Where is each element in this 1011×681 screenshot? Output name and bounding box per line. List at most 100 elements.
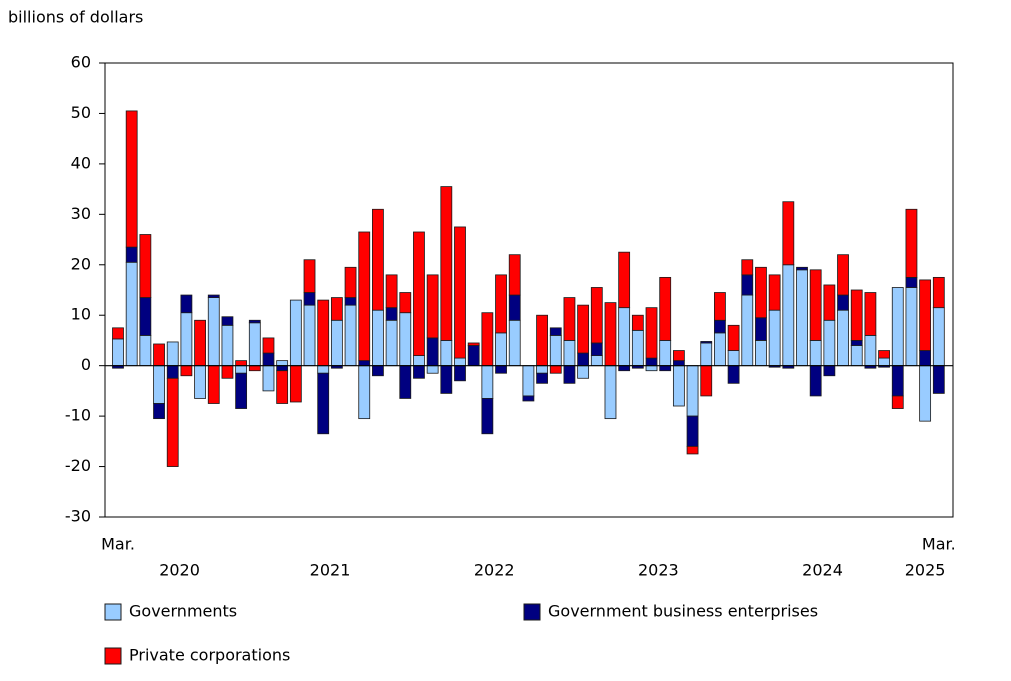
x-tick-label: Mar. (922, 535, 956, 554)
bar-segment (372, 365, 384, 377)
bar-segment (262, 337, 275, 354)
bar-segment (139, 234, 152, 298)
bar-segment (864, 292, 877, 336)
bar-segment (618, 307, 631, 367)
bar-segment (495, 365, 507, 374)
bar-segment (467, 345, 480, 367)
bar-segment (522, 365, 535, 397)
bar-segment (672, 365, 685, 407)
bar-segment (385, 274, 398, 309)
bar-segment (741, 294, 754, 367)
bar-segment (180, 294, 193, 314)
bar-segment (631, 314, 644, 331)
bar-segment (166, 377, 179, 467)
bar-segment (714, 319, 726, 334)
bar-segment (413, 365, 425, 379)
bar-segment (563, 340, 576, 367)
bar-segment (618, 365, 631, 372)
bar-segment (153, 365, 165, 404)
bar-segment (495, 332, 507, 367)
bar-segment (440, 186, 453, 341)
bar-segment (112, 327, 124, 340)
bar-segment (645, 307, 658, 359)
bar-segment (481, 398, 494, 435)
bar-segment (823, 284, 836, 321)
bar-segment (604, 365, 617, 420)
bar-segment (727, 324, 740, 351)
y-axis-label: billions of dollars (8, 8, 143, 27)
bar-segment (125, 246, 138, 263)
bar-segment (454, 357, 466, 367)
bar-segment (262, 365, 275, 392)
bar-segment (426, 365, 439, 374)
x-year-label: 2025 (905, 561, 946, 580)
bar-segment (522, 395, 535, 402)
bar-segment (768, 309, 781, 367)
bar-segment (508, 294, 521, 321)
bar-segment (932, 365, 945, 394)
bar-segment (809, 340, 822, 367)
bar-segment (235, 360, 248, 367)
bar-segment (166, 341, 179, 367)
bar-segment (700, 341, 713, 344)
bar-segment (741, 274, 754, 296)
bar-segment (577, 365, 590, 379)
bar-segment (700, 342, 713, 367)
bar-segment (577, 304, 590, 354)
bar-segment (221, 324, 234, 367)
legend-swatch (104, 647, 122, 665)
bar-segment (440, 365, 453, 394)
bar-segment (207, 365, 220, 404)
bar-segment (221, 316, 234, 326)
x-year-label: 2023 (638, 561, 679, 580)
bar-segment (303, 292, 316, 306)
bar-segment (905, 287, 918, 367)
bar-segment (536, 314, 548, 367)
bar-segment (180, 365, 193, 377)
bar-segment (139, 334, 152, 367)
bar-segment (700, 365, 713, 397)
bar-segment (796, 266, 808, 271)
bar-segment (755, 317, 767, 341)
x-year-label: 2020 (159, 561, 200, 580)
bar-segment (358, 365, 371, 420)
bar-segment (850, 289, 863, 341)
bar-segment (659, 365, 672, 372)
y-tick-label: -20 (65, 456, 91, 475)
bar-segment (112, 338, 124, 367)
bar-segment (303, 304, 316, 367)
bar-segment (399, 365, 412, 399)
plot-frame (104, 62, 954, 518)
bar-segment (139, 297, 152, 336)
bar-segment (426, 337, 439, 367)
x-year-label: 2021 (310, 561, 351, 580)
bar-segment (549, 327, 562, 336)
bar-segment (248, 365, 261, 372)
bar-segment (768, 274, 781, 311)
bar-segment (631, 329, 644, 367)
bar-segment (194, 365, 206, 399)
y-tick-label: 10 (71, 305, 91, 324)
bar-segment (891, 395, 904, 409)
bar-segment (823, 365, 836, 377)
bar-segment (317, 365, 330, 374)
bar-segment (536, 372, 548, 384)
bar-segment (125, 110, 138, 248)
y-tick-label: 40 (71, 153, 91, 172)
bar-segment (755, 266, 767, 319)
bar-segment (262, 352, 275, 367)
bar-segment (385, 307, 398, 321)
legend-label: Governments (129, 602, 237, 621)
bar-segment (207, 297, 220, 367)
bar-segment (809, 269, 822, 341)
bar-segment (549, 334, 562, 367)
bar-segment (604, 302, 617, 367)
bar-segment (508, 254, 521, 296)
bar-segment (194, 319, 206, 367)
bar-segment (850, 340, 863, 346)
bar-segment (645, 365, 658, 372)
y-tick-label: -10 (65, 406, 91, 425)
bar-segment (782, 201, 795, 266)
bar-segment (823, 319, 836, 367)
